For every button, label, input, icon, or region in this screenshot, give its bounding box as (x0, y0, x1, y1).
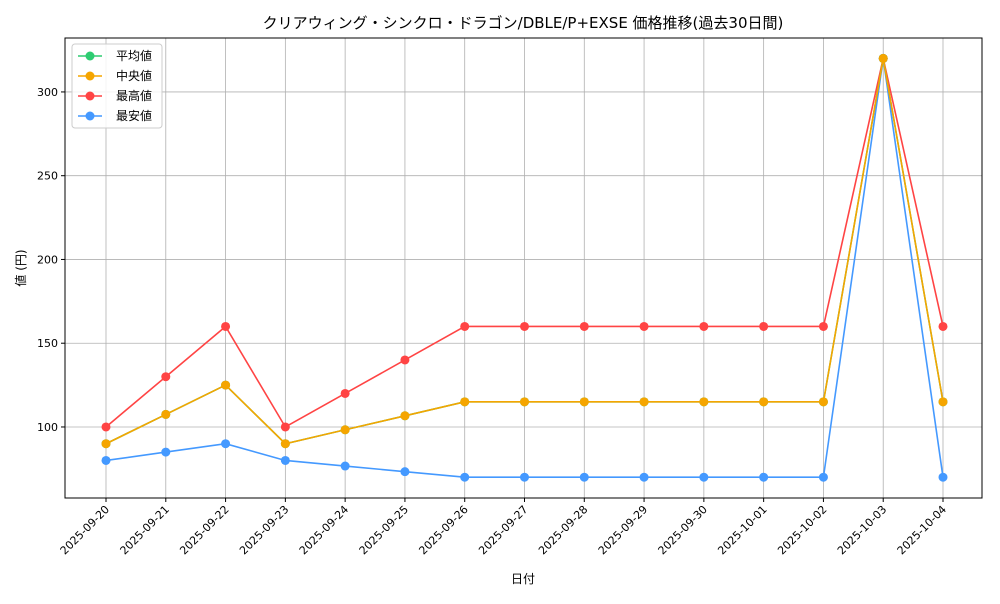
x-tick-label: 2025-09-21 (118, 503, 172, 557)
y-axis-label: 値 (円) (13, 249, 28, 286)
series-2 (101, 53, 948, 432)
x-tick-label: 2025-10-01 (715, 503, 769, 557)
data-point (161, 447, 171, 457)
y-tick-label: 250 (37, 170, 58, 183)
data-point (579, 397, 589, 407)
x-tick-label: 2025-09-26 (416, 503, 470, 557)
data-point (340, 425, 350, 435)
series-layer (101, 53, 948, 482)
data-point (161, 409, 171, 419)
data-point (101, 455, 111, 465)
data-point (280, 422, 290, 432)
y-tick-label: 100 (37, 421, 58, 434)
x-ticks: 2025-09-20 2025-09-21 2025-09-22 2025-09-23… (58, 498, 949, 557)
data-point (699, 321, 709, 331)
y-tick-label: 200 (37, 253, 58, 266)
data-point (221, 380, 231, 390)
data-point (221, 321, 231, 331)
y-tick-label: 150 (37, 337, 58, 350)
chart-title: クリアウィング・シンクロ・ドラゴン/DBLE/P+EXSE 価格推移(過去30日… (263, 14, 784, 32)
data-point (938, 321, 948, 331)
x-tick-label: 2025-09-28 (536, 503, 590, 557)
x-axis-label: 日付 (511, 572, 535, 586)
data-point (699, 472, 709, 482)
data-point (280, 439, 290, 449)
x-tick-label: 2025-09-23 (237, 503, 291, 557)
legend-marker (85, 71, 95, 81)
legend-label: 中央値 (116, 68, 152, 83)
data-point (400, 355, 410, 365)
data-point (759, 397, 769, 407)
legend-label: 最安値 (116, 108, 152, 123)
x-tick-label: 2025-10-03 (835, 503, 889, 557)
data-point (759, 321, 769, 331)
plot-frame (64, 37, 983, 499)
data-point (400, 467, 410, 477)
x-tick-label: 2025-10-04 (895, 503, 949, 557)
data-point (639, 397, 649, 407)
x-tick-label: 2025-09-25 (357, 503, 411, 557)
data-point (460, 472, 470, 482)
legend-label: 平均値 (116, 48, 152, 63)
y-ticks: 100 150 200 250 300 (37, 86, 65, 434)
x-tick-label: 2025-09-24 (297, 503, 351, 557)
data-point (579, 472, 589, 482)
data-point (818, 397, 828, 407)
legend-marker (85, 51, 95, 61)
x-tick-label: 2025-09-27 (476, 503, 530, 557)
legend-label: 最高値 (116, 88, 152, 103)
data-point (400, 411, 410, 421)
data-point (460, 321, 470, 331)
data-point (818, 321, 828, 331)
data-point (938, 472, 948, 482)
legend-marker (85, 111, 95, 121)
data-point (938, 397, 948, 407)
x-tick-label: 2025-10-02 (775, 503, 829, 557)
data-point (221, 439, 231, 449)
data-point (759, 472, 769, 482)
data-point (639, 321, 649, 331)
x-tick-label: 2025-09-30 (656, 503, 710, 557)
data-point (340, 461, 350, 471)
data-point (878, 53, 888, 63)
x-tick-label: 2025-09-29 (596, 503, 650, 557)
data-point (639, 472, 649, 482)
data-point (699, 397, 709, 407)
y-tick-label: 300 (37, 86, 58, 99)
legend-box (71, 43, 163, 129)
grid (65, 38, 982, 498)
series-1 (101, 53, 948, 449)
data-point (101, 422, 111, 432)
data-point (101, 439, 111, 449)
data-point (520, 321, 529, 331)
data-point (460, 397, 470, 407)
data-point (520, 397, 529, 407)
data-point (280, 455, 290, 465)
x-tick-label: 2025-09-22 (177, 503, 231, 557)
legend-marker (85, 91, 95, 101)
data-point (161, 372, 171, 382)
x-tick-label: 2025-09-20 (58, 503, 112, 557)
data-point (340, 388, 350, 398)
data-point (520, 472, 529, 482)
data-point (818, 472, 828, 482)
data-point (579, 321, 589, 331)
